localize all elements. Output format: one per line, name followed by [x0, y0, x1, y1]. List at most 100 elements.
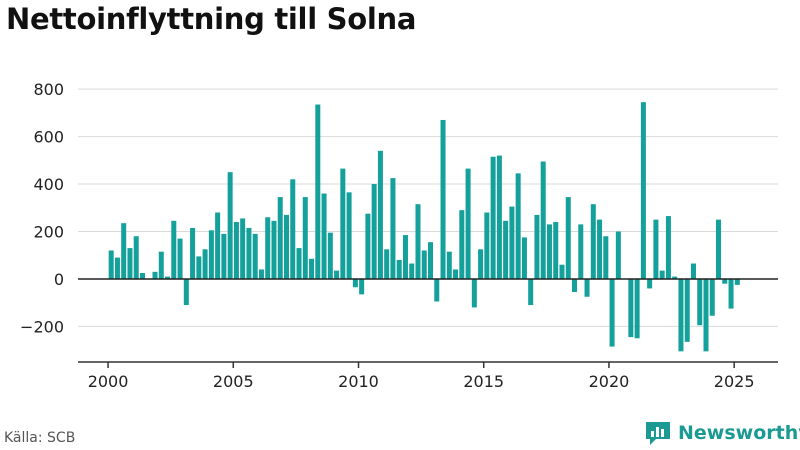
x-tick-label: 2010	[338, 372, 379, 391]
bar	[528, 278, 534, 306]
bar	[471, 278, 477, 308]
bar	[628, 278, 634, 338]
y-tick-label: 600	[33, 128, 64, 147]
bar	[121, 223, 127, 279]
bar	[565, 197, 571, 279]
bar	[578, 224, 584, 279]
bar	[703, 278, 709, 352]
bar	[665, 216, 671, 279]
bar	[597, 219, 603, 279]
bar	[647, 278, 653, 289]
bar	[553, 222, 559, 279]
bar	[634, 278, 640, 339]
bar	[233, 222, 239, 279]
bar	[590, 204, 596, 279]
bar	[258, 269, 264, 279]
chart-title: Nettoinflyttning till Solna	[6, 2, 417, 36]
bar	[208, 230, 214, 279]
x-tick-label: 2000	[88, 372, 129, 391]
bar	[697, 278, 703, 326]
bar	[215, 212, 221, 279]
y-tick-label: 400	[33, 175, 64, 194]
bar	[709, 278, 715, 316]
bar	[515, 173, 521, 279]
bar	[503, 220, 509, 279]
bar	[584, 278, 590, 297]
bar	[609, 278, 615, 347]
bar	[340, 168, 346, 279]
bar	[265, 217, 271, 279]
bar	[490, 156, 496, 279]
bar	[139, 273, 145, 279]
bar	[365, 213, 371, 279]
bar	[640, 102, 646, 279]
bar	[171, 220, 177, 279]
bar	[659, 270, 665, 279]
bar	[352, 278, 358, 288]
bar	[540, 161, 546, 279]
bar	[183, 278, 189, 306]
bar	[240, 218, 246, 279]
bar	[177, 238, 183, 279]
bar	[227, 172, 233, 279]
bar	[546, 224, 552, 279]
bar	[465, 168, 471, 279]
y-tick-label: −200	[20, 317, 64, 336]
bar	[283, 214, 289, 279]
bar	[114, 257, 120, 279]
bar	[377, 150, 383, 279]
bar	[302, 197, 308, 279]
y-tick-label: 0	[54, 270, 64, 289]
bar	[559, 264, 565, 279]
bar	[396, 259, 402, 279]
bar	[221, 233, 227, 279]
bar	[716, 219, 722, 279]
bar	[252, 233, 258, 279]
bar	[152, 271, 158, 279]
bar	[484, 212, 490, 279]
bar	[572, 278, 578, 292]
bar	[315, 104, 321, 279]
bar	[459, 210, 465, 279]
source-note: Källa: SCB	[4, 430, 76, 446]
bar	[678, 278, 684, 352]
bar	[246, 227, 252, 279]
bar	[734, 278, 740, 285]
bar	[277, 197, 283, 279]
y-tick-label: 200	[33, 222, 64, 241]
bar	[371, 184, 377, 279]
bar	[290, 179, 296, 279]
bar	[653, 219, 659, 279]
bar	[165, 276, 171, 279]
bar	[202, 249, 208, 279]
bar	[296, 248, 302, 279]
bar	[415, 204, 421, 279]
bar	[321, 193, 327, 279]
bar-chart-logo-icon	[646, 422, 670, 445]
bar	[190, 227, 196, 279]
bar	[384, 249, 390, 279]
bar	[428, 242, 434, 279]
bar	[309, 258, 315, 279]
bar	[133, 236, 139, 279]
bar	[402, 235, 408, 279]
x-axis	[78, 278, 778, 368]
bar	[672, 276, 678, 279]
bar	[434, 278, 440, 302]
bar	[196, 256, 202, 279]
bar	[127, 248, 133, 279]
bar	[690, 263, 696, 279]
bar	[421, 250, 427, 279]
bar	[446, 251, 452, 279]
brand-logo: Newsworthy	[644, 420, 800, 446]
bar	[409, 263, 415, 279]
bar	[603, 236, 609, 279]
gridlines	[78, 88, 778, 327]
bar	[334, 270, 340, 279]
bars	[108, 102, 740, 352]
bar	[453, 269, 459, 279]
bar	[327, 232, 333, 279]
x-tick-label: 2015	[463, 372, 504, 391]
bar	[615, 231, 621, 279]
x-tick-label: 2020	[589, 372, 630, 391]
